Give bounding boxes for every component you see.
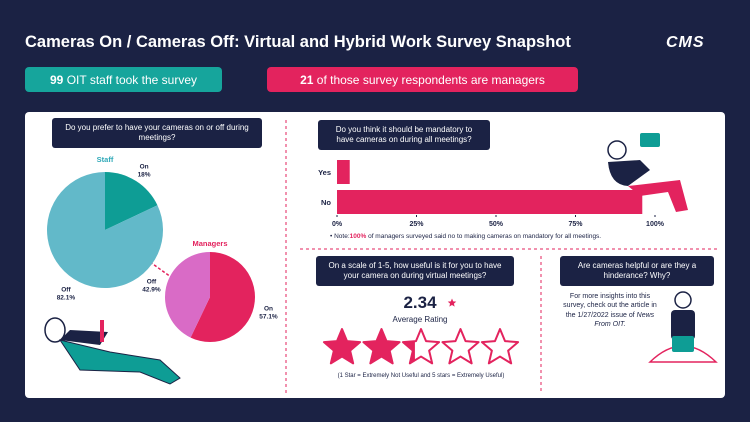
label: 2.34 (403, 293, 437, 312)
pie-slice (190, 252, 255, 342)
label: Yes (318, 168, 331, 177)
label: Staff (97, 155, 114, 164)
note-prefix: Note: (334, 233, 350, 240)
note-highlight: 100% (349, 233, 367, 240)
pie-slice (46, 172, 163, 288)
title: Cameras On / Cameras Off: Virtual and Hy… (25, 33, 571, 51)
banner-text: of those survey respondents are managers (316, 72, 545, 87)
label: No (321, 198, 331, 207)
question: On a scale of 1-5, how useful is it for … (316, 256, 514, 286)
bar (337, 190, 643, 214)
label: Average Rating (393, 315, 448, 324)
label: Off (61, 287, 71, 294)
label: 82.1% (57, 295, 76, 302)
connector (149, 261, 179, 283)
label: 100% (646, 221, 665, 228)
pie-slice (105, 172, 158, 230)
label: On (264, 305, 273, 312)
star-icon (447, 298, 457, 307)
label: Off (147, 279, 157, 286)
banner-number: 99 (50, 72, 64, 87)
illustration (648, 291, 718, 363)
banner: 99 OIT staff took the survey (25, 67, 222, 92)
star-outline (322, 328, 362, 365)
label: 42.9% (142, 287, 161, 294)
sidebar-link: News From OIT. (594, 311, 655, 329)
illustration (607, 133, 688, 212)
banner-number: 21 (300, 72, 314, 87)
question: Are cameras helpful or are they a hinder… (560, 256, 714, 286)
pie-slice (164, 252, 210, 338)
label: 50% (489, 221, 504, 228)
bar (337, 160, 350, 184)
rating-note: (1 Star = Extremely Not Useful and 5 sta… (337, 373, 505, 379)
question: Do you prefer to have your cameras on or… (52, 118, 262, 148)
label: 0% (332, 221, 343, 228)
label: On (140, 163, 149, 170)
star-outline (480, 328, 520, 365)
label: 18% (138, 171, 151, 178)
sidebar-text: For more insights into this survey, chec… (562, 292, 658, 330)
banner: 21 of those survey respondents are manag… (267, 67, 578, 92)
label: 25% (409, 221, 424, 228)
star-outline (401, 328, 441, 365)
logo: CMS (666, 34, 705, 51)
label: Managers (192, 239, 227, 248)
illustration (44, 317, 181, 385)
note: • Note:100% of managers surveyed said no… (330, 233, 602, 240)
question: Do you think it should be mandatory to h… (318, 120, 490, 150)
note-text: of managers surveyed said no to making c… (368, 233, 602, 240)
star-outline (441, 328, 480, 365)
label: 75% (568, 221, 583, 228)
star-outline (362, 328, 401, 365)
label: 57.1% (259, 313, 278, 320)
banner-text: OIT staff took the survey (66, 72, 197, 87)
sidebar-body: For more insights into this survey, chec… (563, 293, 657, 319)
